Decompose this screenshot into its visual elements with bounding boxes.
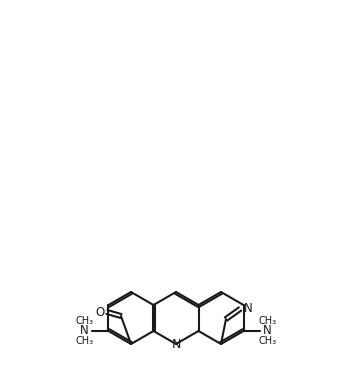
Text: CH₃: CH₃ bbox=[258, 316, 277, 326]
Text: N: N bbox=[80, 325, 89, 337]
Text: N: N bbox=[244, 303, 252, 316]
Text: N: N bbox=[263, 325, 272, 337]
Text: CH₃: CH₃ bbox=[258, 336, 277, 346]
Text: CH₃: CH₃ bbox=[76, 316, 94, 326]
Text: O: O bbox=[95, 305, 104, 319]
Text: N: N bbox=[171, 337, 181, 350]
Text: CH₃: CH₃ bbox=[76, 336, 94, 346]
